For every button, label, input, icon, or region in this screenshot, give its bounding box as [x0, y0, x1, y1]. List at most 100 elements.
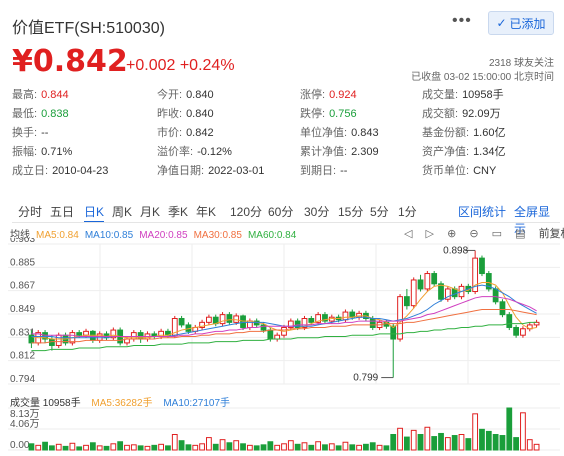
candle-body — [301, 317, 308, 328]
volume-bar — [76, 446, 83, 451]
tab-1[interactable]: 五日 — [50, 205, 75, 219]
ma-legend-item: MA30:0.85 — [193, 230, 242, 241]
volume-bar — [83, 444, 89, 451]
tab-11[interactable]: 5分 — [370, 205, 389, 219]
zoom-out-icon[interactable]: ⊖ — [469, 228, 479, 240]
fq-icon[interactable]: ▤ — [515, 228, 526, 240]
volume-bar — [185, 444, 192, 451]
volume-bar — [274, 444, 281, 451]
period-tabs: 分时 五日 日K 周K 月K 季K 年K 120分 60分 30分 15分 5分 1分 区间统计 全屏显示 — [12, 203, 560, 236]
tab-12[interactable]: 1分 — [398, 205, 417, 219]
tab-0[interactable]: 分时 — [18, 205, 43, 219]
ma-legend-item: MA20:0.85 — [139, 230, 188, 241]
volume-bar — [485, 430, 492, 451]
interval-stats-link[interactable]: 区间统计 — [458, 205, 507, 219]
candle-body — [397, 296, 403, 340]
kline-chart[interactable]: 0.903 0.885 0.867 0.849 0.831 0.812 0.794 0.898… — [0, 238, 564, 390]
stat-label: 资产净值: — [422, 146, 470, 158]
tab-4[interactable]: 月K — [140, 205, 161, 219]
volume-ma10: MA10:27107手 — [163, 398, 231, 409]
volume-bar — [513, 437, 519, 451]
volume-bar — [444, 437, 451, 451]
stat-label: 累计净值: — [300, 146, 348, 158]
candle-body — [240, 315, 246, 328]
stat-item: 跌停: 0.756 — [300, 105, 357, 121]
candle-body — [472, 257, 479, 293]
fullscreen-link[interactable]: 全屏显示 — [514, 205, 551, 236]
stat-item: 涨停: 0.924 — [300, 86, 357, 102]
market-status: 已收盘 03-02 15:00:00 北京时间 — [411, 72, 554, 83]
candle-body — [431, 273, 438, 285]
volume-bar — [520, 412, 526, 451]
tab-9[interactable]: 30分 — [304, 205, 330, 219]
candle-body — [438, 283, 444, 300]
volume-bar — [55, 443, 62, 451]
stat-item: 振幅: 0.71% — [12, 143, 72, 159]
volume-bar — [117, 441, 124, 451]
high-annotation: 0.898 — [443, 245, 468, 256]
y-tick-label: 0.903 — [10, 238, 35, 245]
volume-bar — [96, 445, 103, 451]
volume-bar — [403, 436, 410, 451]
volume-bar — [294, 443, 301, 451]
stat-item: 成交量: 10958手 — [422, 86, 504, 102]
candle-body — [226, 314, 233, 323]
candle-body — [315, 314, 322, 323]
volume-bar — [137, 445, 144, 451]
tab-2[interactable]: 日K — [84, 203, 105, 223]
zoom-in-icon[interactable]: ⊕ — [447, 228, 457, 240]
volume-bar — [49, 445, 55, 451]
tab-10[interactable]: 15分 — [338, 205, 364, 219]
volume-bar — [130, 444, 137, 451]
volume-bar — [42, 441, 48, 451]
volume-bar — [212, 443, 219, 451]
more-icon[interactable]: ••• — [452, 12, 472, 29]
ma-legend-label: 均线 — [10, 230, 30, 241]
fq-label[interactable]: 前复权 — [538, 228, 564, 240]
volume-bar — [144, 445, 151, 451]
left-arrow-icon[interactable]: ◁ — [404, 228, 413, 240]
stat-value: 0.71% — [41, 146, 73, 158]
tab-7[interactable]: 120分 — [230, 205, 263, 219]
stat-value: -- — [41, 127, 49, 139]
tab-6[interactable]: 年K — [196, 205, 217, 219]
right-arrow-icon[interactable]: ▷ — [425, 228, 434, 240]
volume-bar — [526, 439, 533, 451]
volume-bar — [246, 444, 253, 451]
compare-icon[interactable]: ▭ — [491, 228, 503, 240]
volume-bar — [233, 440, 240, 451]
stat-value: 0.843 — [351, 127, 379, 139]
volume-bar — [410, 429, 417, 451]
volume-bar — [424, 426, 431, 451]
stat-value: -0.12% — [197, 146, 232, 158]
add-watchlist-button[interactable]: ✓ 已添加 — [488, 11, 554, 35]
page-title: 价值ETF(SH:510030) — [12, 20, 165, 37]
volume-bar — [281, 443, 287, 451]
stat-value: CNY — [473, 165, 497, 177]
tab-8[interactable]: 60分 — [268, 205, 294, 219]
tab-5[interactable]: 季K — [168, 205, 189, 219]
stat-value: 0.844 — [41, 89, 69, 101]
volume-bar — [451, 435, 458, 451]
candle-body — [260, 324, 267, 331]
candle-body — [424, 273, 431, 290]
tab-3[interactable]: 周K — [112, 205, 133, 219]
stat-label: 成交量: — [422, 89, 459, 101]
stat-label: 基金份额: — [422, 127, 470, 139]
volume-bar — [165, 445, 171, 451]
candle-body — [294, 320, 301, 328]
ma20-line — [31, 296, 537, 337]
stats-row: 换手: -- 市价: 0.842 单位净值: 0.843 基金份额: 1.60亿 — [12, 124, 560, 142]
volume-bar — [124, 444, 130, 451]
current-price: ¥0.842 — [12, 44, 128, 79]
y-tick-label: 0.812 — [10, 351, 35, 362]
stat-value: 0.838 — [41, 108, 69, 120]
tabs-divider — [12, 222, 560, 223]
follow-count[interactable]: 2318 球友关注 — [488, 58, 554, 69]
stat-item: 成立日: 2010-04-23 — [12, 162, 108, 178]
stat-item: 今开: 0.840 — [157, 86, 214, 102]
stat-label: 成交额: — [422, 108, 459, 120]
volume-bar — [287, 440, 294, 451]
stat-value: 0.840 — [186, 89, 214, 101]
